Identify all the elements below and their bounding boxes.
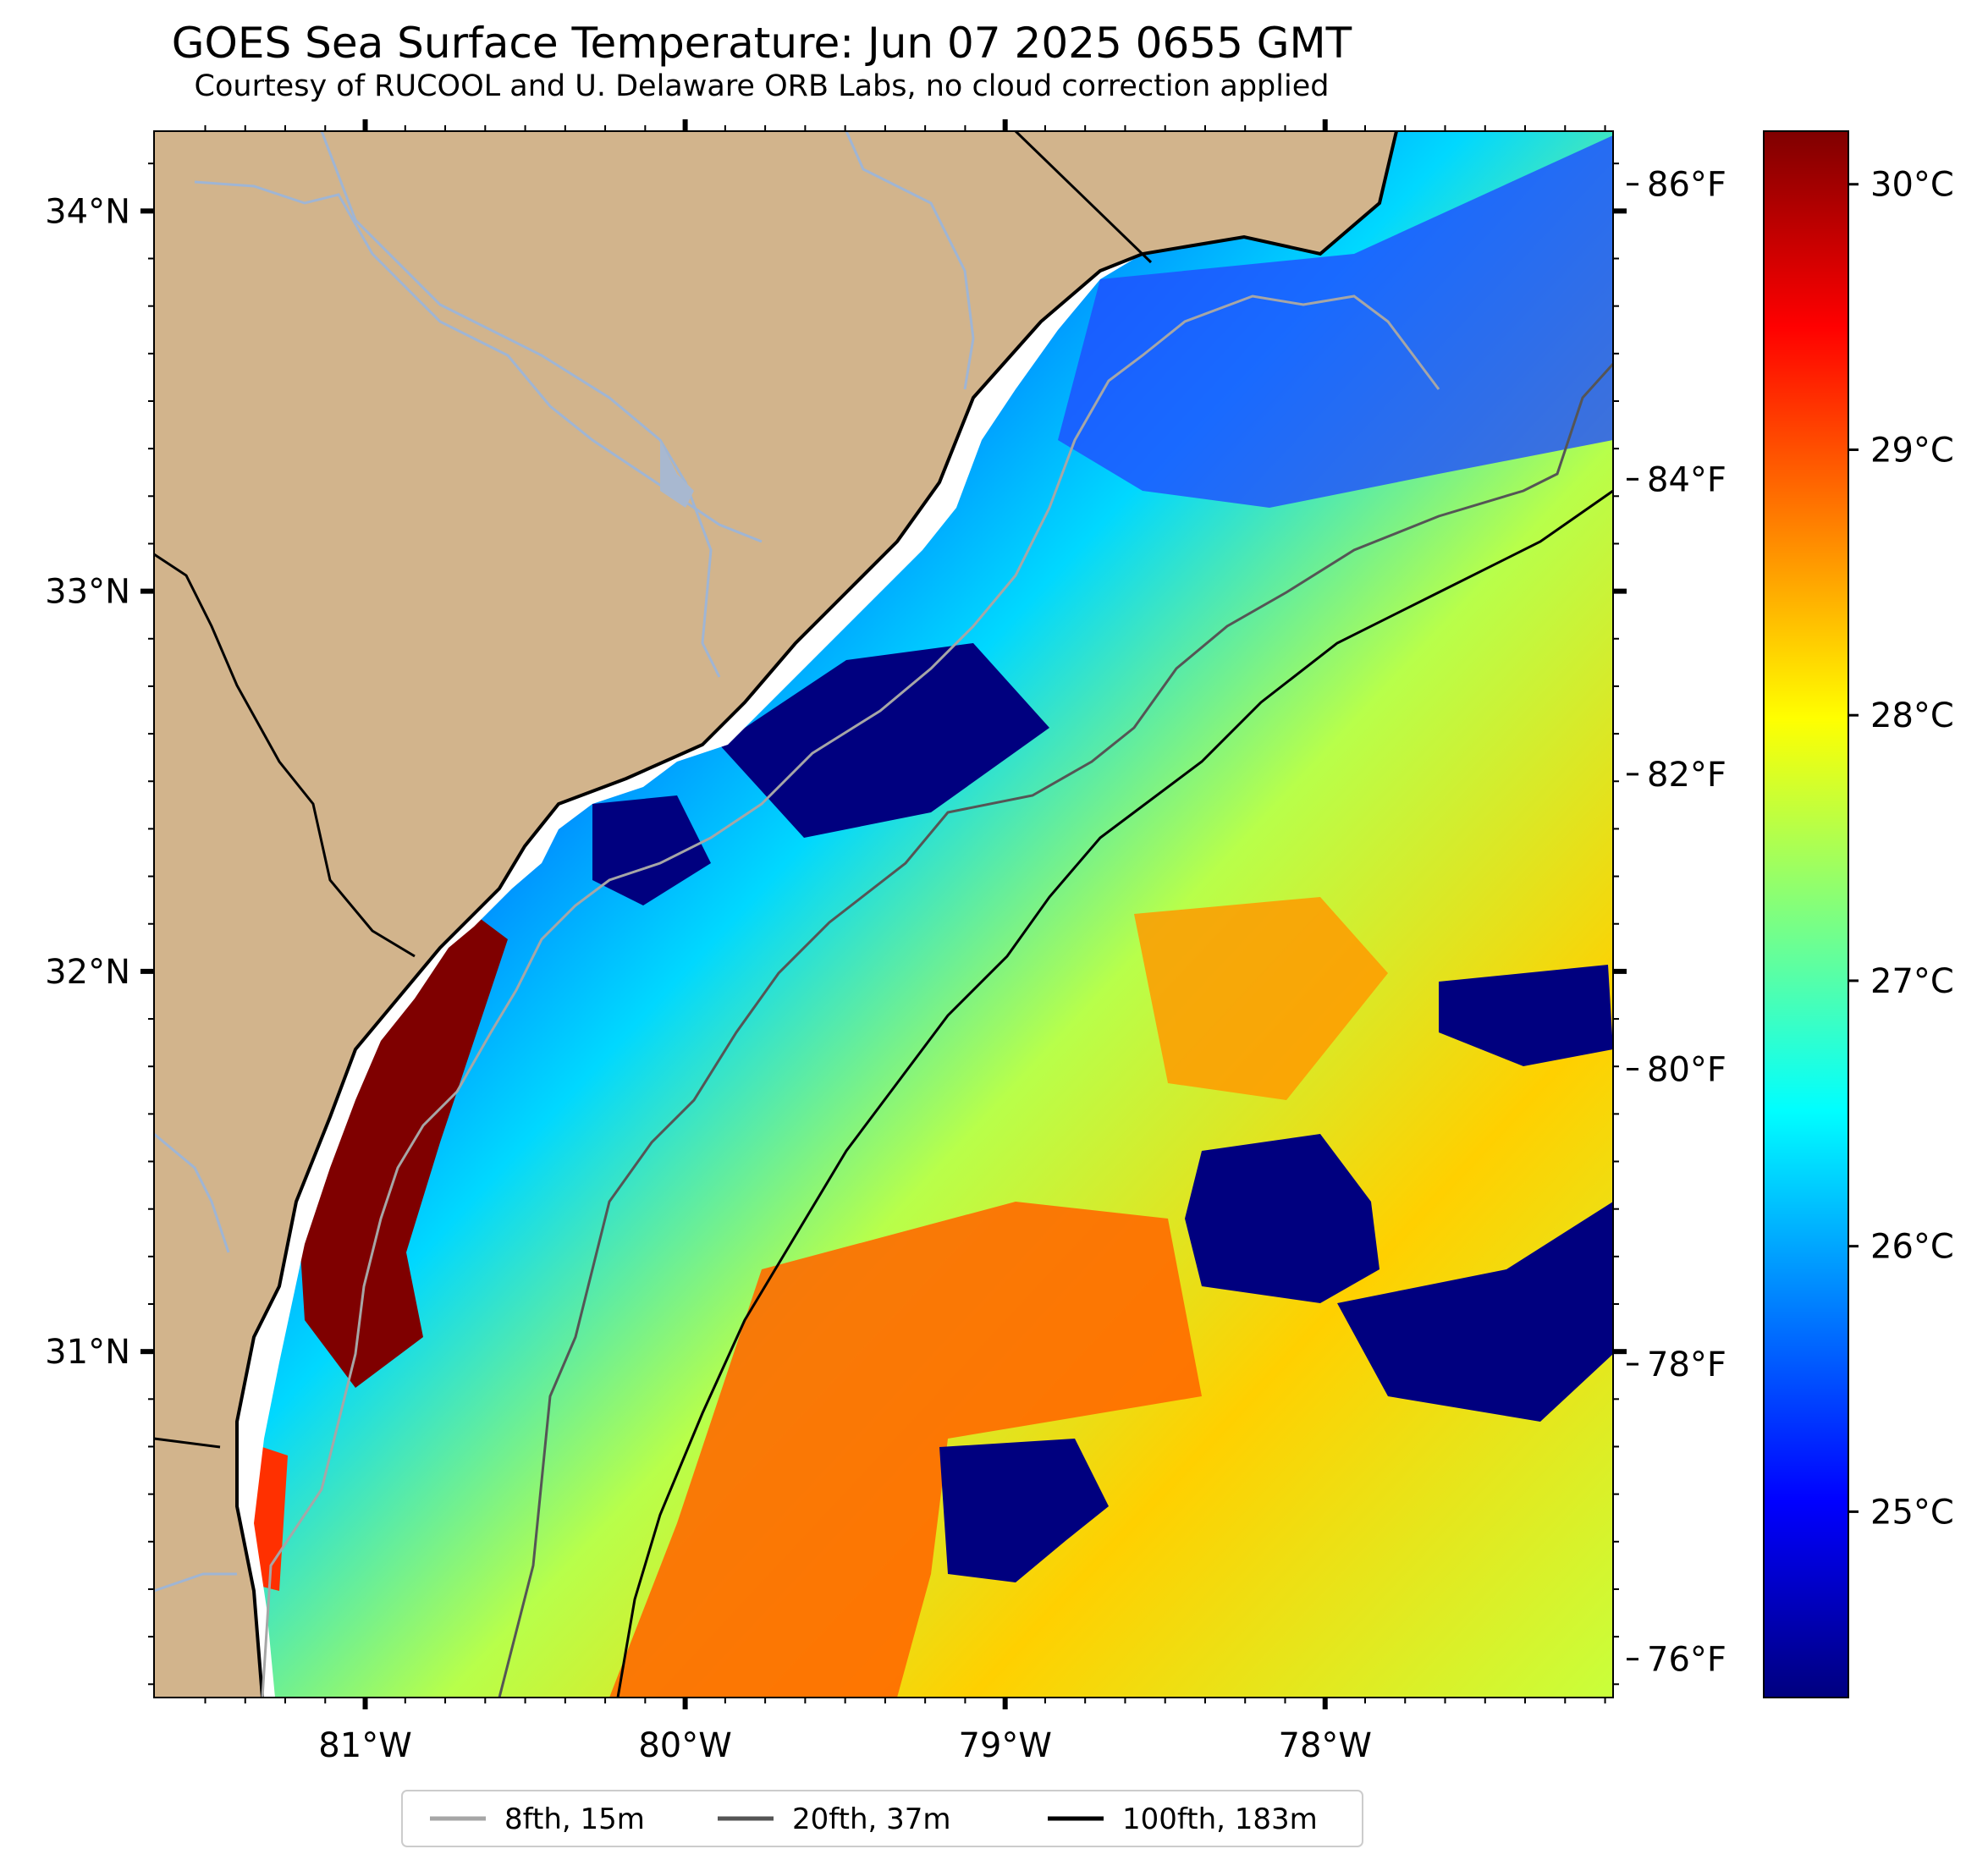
- map-frame: [153, 130, 1614, 1698]
- lon-tick-label: 80°W: [638, 1726, 731, 1765]
- cool-region-north: [1058, 135, 1613, 508]
- colorbar-tick-label: 26°C: [1870, 1228, 1954, 1267]
- cold-patch-charleston: [592, 795, 711, 905]
- lat-tick-label: 34°N: [45, 192, 130, 231]
- colorbar-tick-label: 28°C: [1870, 696, 1954, 735]
- colorbar: [1763, 130, 1849, 1698]
- coastline: [235, 131, 1398, 1698]
- lon-tick-label: 81°W: [318, 1726, 411, 1765]
- lon-tick-label: 79°W: [958, 1726, 1051, 1765]
- fahrenheit-ticks: 86°F 84°F 82°F 80°F 78°F 76°F: [1627, 166, 1726, 1680]
- river-st-johns: [154, 1572, 237, 1593]
- land-mass: [154, 131, 1396, 1698]
- cloud-patch-3: [1439, 965, 1613, 1066]
- map-subtitle: Courtesy of RUCOOL and U. Delaware ORB L…: [194, 69, 1330, 103]
- isobath-20fth: [498, 362, 1613, 1698]
- border-sc-ga: [154, 553, 416, 958]
- cold-patch-bulls-bay: [719, 643, 1049, 838]
- legend-label: 8fth, 15m: [504, 1802, 645, 1836]
- cloud-patch-4: [939, 1439, 1109, 1582]
- fahrenheit-tick-label: 84°F: [1647, 460, 1726, 499]
- fahrenheit-tick-label: 86°F: [1647, 166, 1726, 205]
- gulf-stream-warm-core: [609, 1202, 1202, 1698]
- lon-tick-label: 78°W: [1279, 1726, 1372, 1765]
- map-title: GOES Sea Surface Temperature: Jun 07 202…: [171, 19, 1352, 68]
- isobath-legend: 8fth, 15m 20fth, 37m 100fth, 183m: [401, 1790, 1363, 1847]
- fahrenheit-tick-label: 76°F: [1647, 1641, 1726, 1680]
- colorbar-tick-label: 25°C: [1870, 1493, 1954, 1532]
- isobath-8fth: [261, 294, 1440, 1698]
- colorbar-tick-label: 30°C: [1870, 166, 1954, 205]
- legend-box: [401, 1790, 1363, 1847]
- legend-label: 20fth, 37m: [792, 1802, 951, 1836]
- lat-tick-label: 32°N: [45, 953, 130, 992]
- fahrenheit-tick-label: 82°F: [1647, 756, 1726, 795]
- latitude-ticks: 34°N 33°N 32°N 31°N: [45, 162, 1627, 1686]
- border-ga-fl: [154, 1437, 221, 1449]
- border-nc-sc: [1014, 131, 1153, 264]
- fahrenheit-tick-label: 78°F: [1647, 1345, 1726, 1384]
- colorbar-tick-label: 27°C: [1870, 962, 1954, 1001]
- river-santee: [320, 131, 721, 678]
- longitude-ticks: 81°W 80°W 79°W 78°W: [204, 119, 1606, 1765]
- river-altamaha: [154, 1132, 230, 1253]
- lat-tick-label: 31°N: [45, 1333, 130, 1372]
- warm-filament: [1134, 897, 1388, 1100]
- legend-label: 100fth, 183m: [1122, 1802, 1318, 1836]
- river-waccamaw: [845, 131, 975, 390]
- fahrenheit-tick-label: 80°F: [1647, 1051, 1726, 1090]
- isobath-100fth: [616, 489, 1613, 1698]
- lake-marion: [660, 440, 694, 508]
- cloud-patch-1: [1185, 1134, 1379, 1303]
- lat-tick-label: 33°N: [45, 573, 130, 612]
- colorbar-ticks: 30°C 29°C 28°C 27°C 26°C 25°C: [1848, 166, 1954, 1532]
- cloud-patch-2: [1337, 1202, 1613, 1422]
- colorbar-tick-label: 29°C: [1870, 431, 1954, 470]
